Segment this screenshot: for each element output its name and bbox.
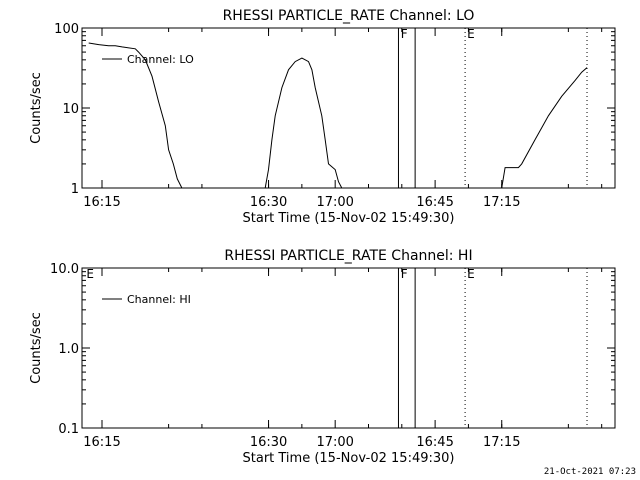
panel2-y-tick-label: 1.0 [58, 342, 79, 357]
panel1-x-tick-label: 17:15 [483, 195, 520, 210]
panel2-x-tick-label: 16:15 [83, 435, 120, 450]
panel1-legend-label: Channel: LO [127, 53, 194, 66]
panel1-series-line [88, 42, 183, 189]
panel1-x-tick-label: 16:15 [83, 195, 120, 210]
panel1-x-tick-label: 17:00 [316, 195, 353, 210]
panel1-y-tick-label: 100 [54, 22, 79, 37]
panel2-flag-label-f: F [401, 267, 408, 281]
panel2-x-axis-label: Start Time (15-Nov-02 15:49:30) [243, 451, 455, 466]
panel1-x-tick-label: 16:30 [250, 195, 287, 210]
panel2-plot-frame [81, 267, 616, 429]
panel2-flag-label-e: E [467, 267, 475, 281]
panel2-x-tick-label: 17:00 [316, 435, 353, 450]
panel2-y-axis-label: Counts/sec [29, 312, 44, 384]
panel1-plot-frame [81, 27, 616, 189]
panel2-flag-label-e-left: E [86, 267, 94, 281]
panel2-y-tick-label: 10.0 [50, 262, 79, 277]
panel2-legend-label: Channel: HI [127, 293, 191, 306]
panel1-title: RHESSI PARTICLE_RATE Channel: LO [223, 8, 475, 24]
panel1-flag-label-e: E [467, 27, 475, 41]
panel2-y-tick-label: 0.1 [58, 422, 79, 437]
panel1-series-line [501, 67, 588, 189]
panel1-y-axis-label: Counts/sec [29, 72, 44, 144]
panel1-x-tick-label: 16:45 [416, 195, 453, 210]
panel2-x-tick-label: 16:45 [416, 435, 453, 450]
panel1-series-line [264, 57, 343, 189]
panel2-x-tick-label: 16:30 [250, 435, 287, 450]
panel1-x-axis-label: Start Time (15-Nov-02 15:49:30) [243, 211, 455, 226]
panel1-flag-label-f: F [401, 27, 408, 41]
panel1-y-tick-label: 1 [71, 182, 79, 197]
panel1-y-tick-label: 10 [62, 102, 79, 117]
panel2-x-tick-label: 17:15 [483, 435, 520, 450]
panel2-title: RHESSI PARTICLE_RATE Channel: HI [224, 248, 472, 264]
date-stamp: 21-Oct-2021 07:23 [543, 467, 636, 477]
